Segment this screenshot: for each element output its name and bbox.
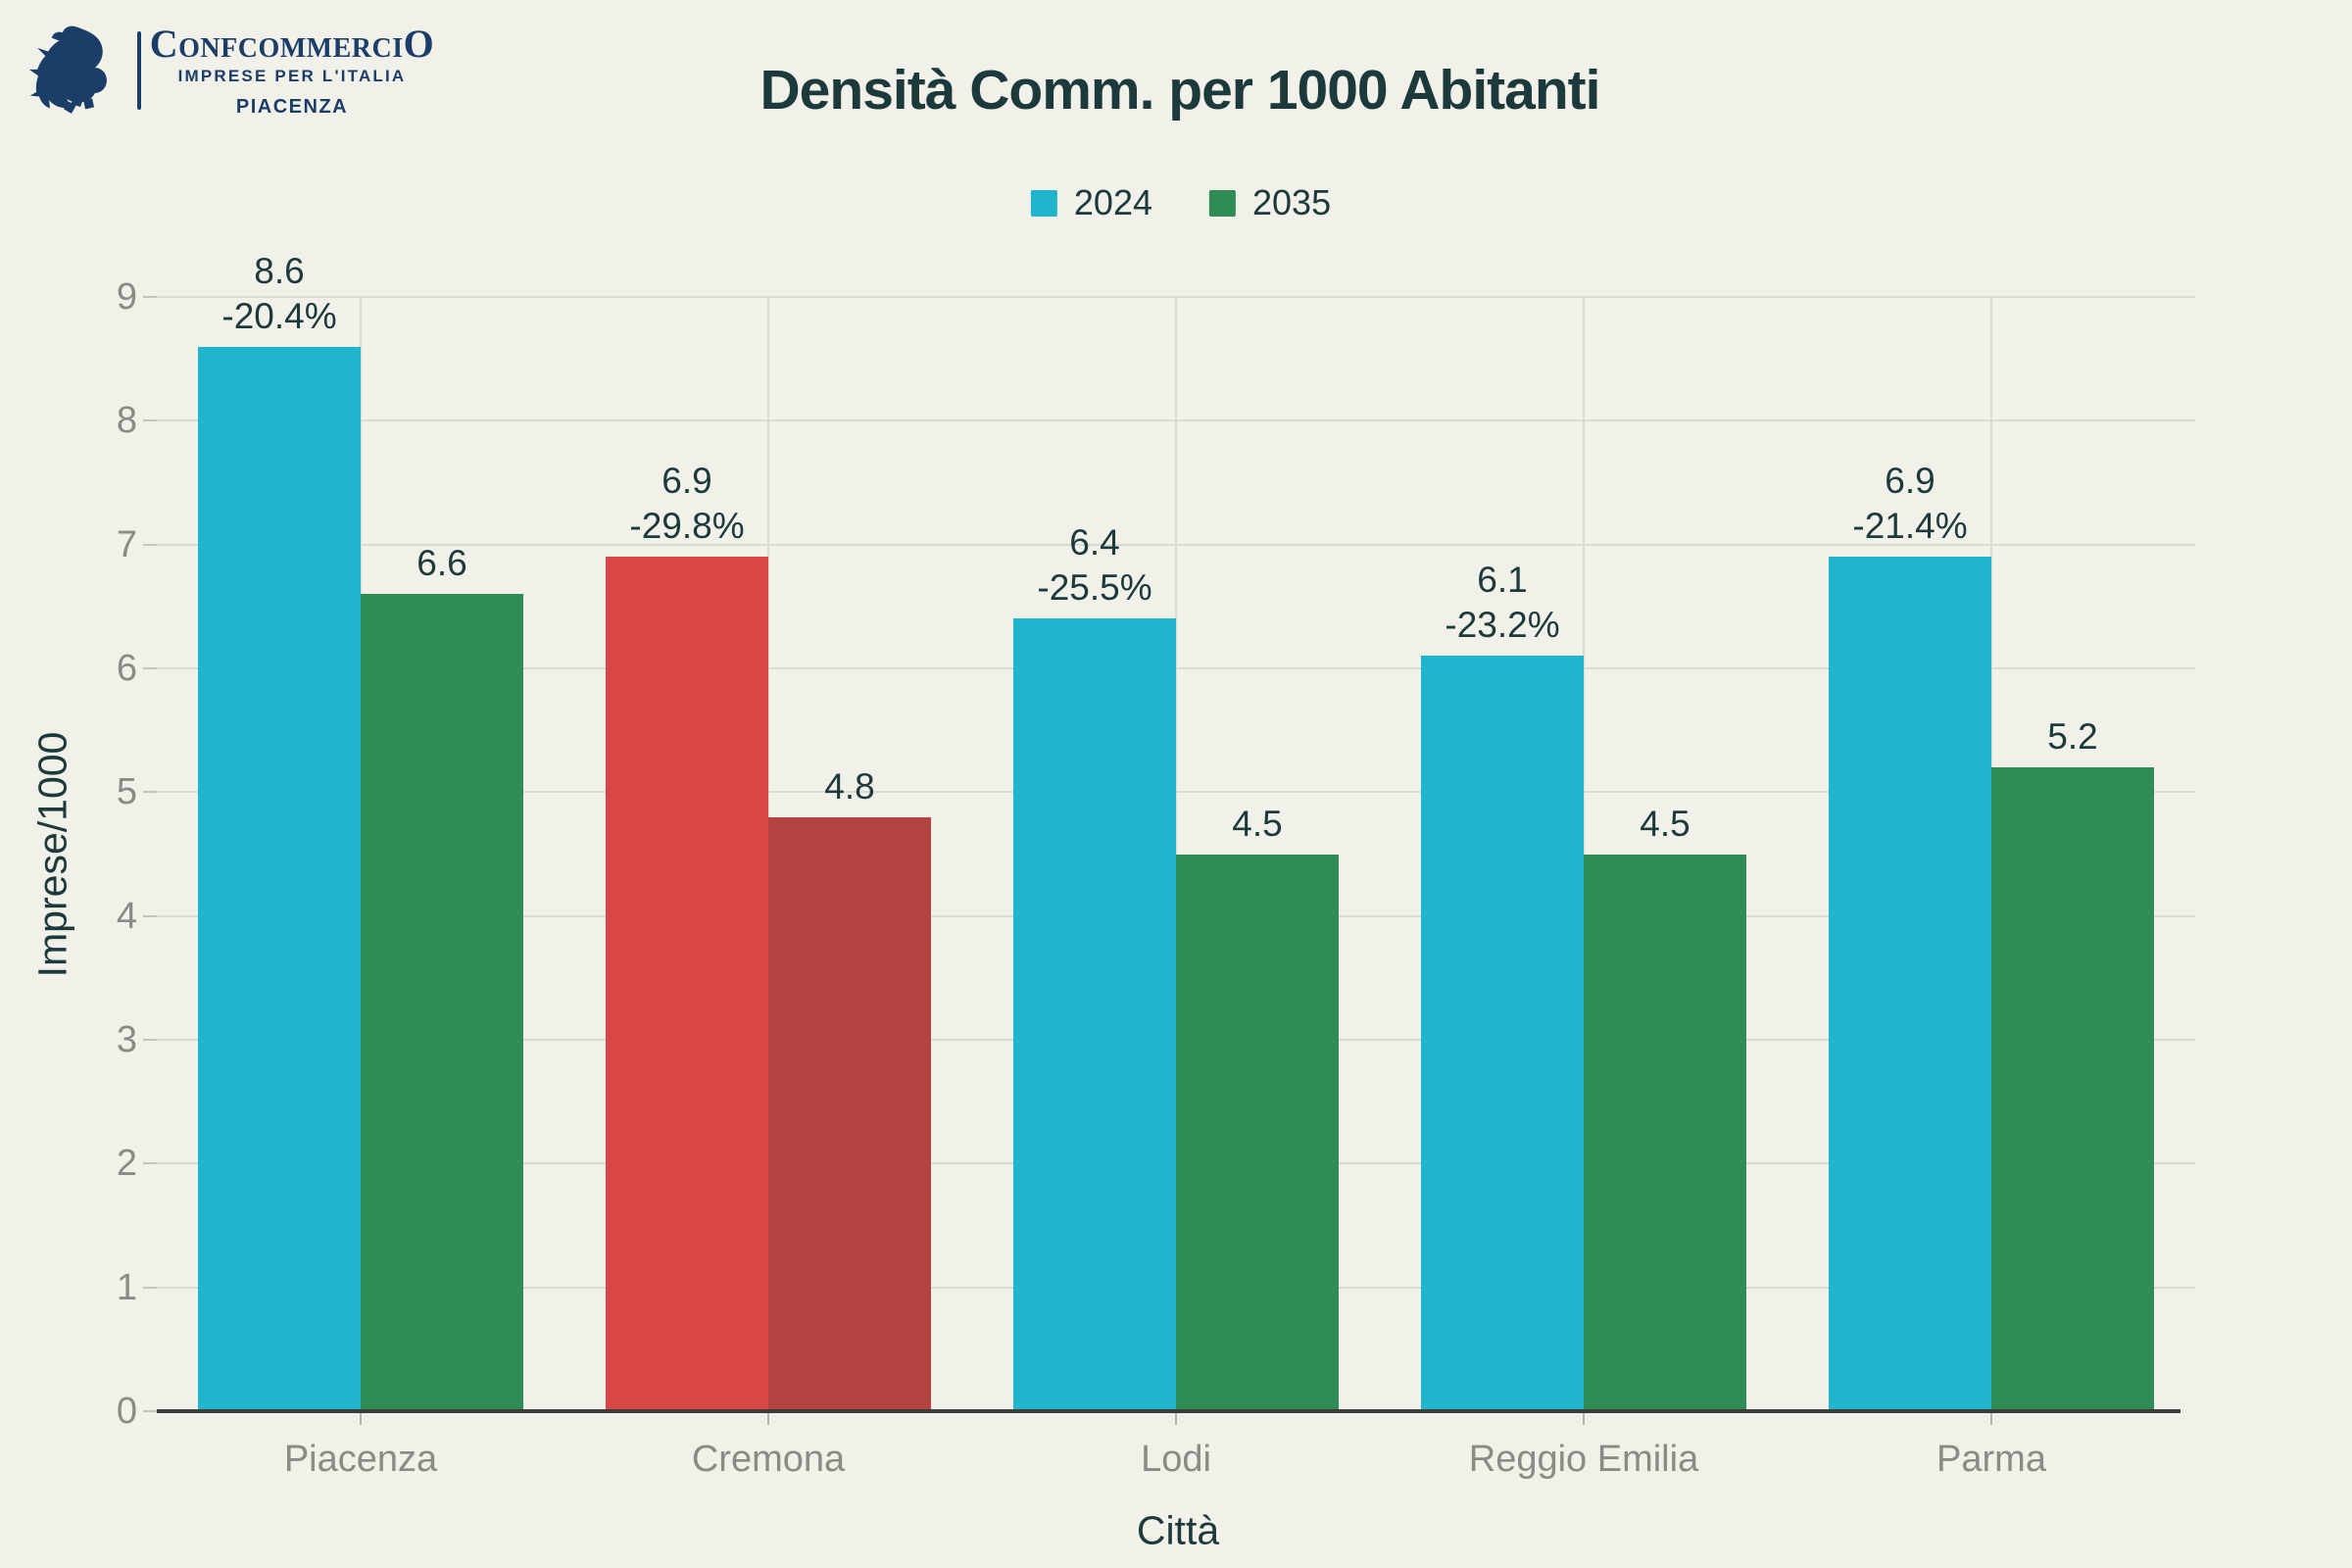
bar-2024-reggio-emilia [1421,656,1584,1411]
bar-value-label: 6.9 -29.8% [606,459,768,549]
y-tick-mark [143,543,157,546]
grid-line-y [147,296,2195,298]
bar-change-label: -29.8% [629,506,745,547]
bar-change-label: -23.2% [1445,605,1560,646]
bar-change-label: -20.4% [221,295,337,336]
x-category-label-parma: Parma [1936,1439,2046,1480]
x-axis-line [157,1409,2180,1413]
y-tick-label: 9 [116,276,137,318]
logo-divider [137,31,141,110]
grid-line-x [1175,297,1177,1411]
x-tick-mark [1175,1413,1177,1425]
y-tick-mark [143,419,157,422]
y-tick-label: 8 [116,400,137,442]
grid-line-y [147,419,2195,422]
bar-value-label: 8.6 -20.4% [198,249,361,339]
grid-line-y [147,1039,2195,1041]
bar-2035-parma [1991,767,2154,1411]
bar-value-label: 4.5 [1232,803,1283,844]
y-tick-label: 7 [116,523,137,565]
legend-item-2035: 2035 [1209,182,1331,223]
bar-2035-reggio-emilia [1584,854,1746,1411]
confcommercio-logo: ConfcommerciO IMPRESE PER L'ITALIA PIACE… [27,24,437,119]
chart-legend: 2024 2035 [1030,182,1331,223]
y-tick-label: 0 [116,1391,137,1432]
x-axis-title: Città [1136,1507,1220,1553]
legend-swatch [1209,189,1236,217]
y-tick-label: 2 [116,1143,137,1185]
bar-2024-lodi [1013,618,1176,1411]
y-tick-mark [143,1286,157,1289]
grid-line-x [360,297,362,1411]
bar-2035-piacenza [361,594,523,1411]
bar-value-label: 4.8 [824,765,875,807]
legend-item-2024: 2024 [1030,182,1152,223]
y-tick-mark [143,1039,157,1041]
x-category-label-piacenza: Piacenza [283,1439,438,1480]
logo-text: ConfcommerciO IMPRESE PER L'ITALIA PIACE… [147,24,437,119]
legend-label: 2024 [1073,182,1152,222]
x-tick-mark [1990,1413,1992,1425]
y-tick-mark [143,667,157,669]
grid-line-y [147,1286,2195,1289]
legend-swatch [1030,189,1057,217]
bar-2035-lodi [1176,854,1339,1411]
grid-line-y [147,914,2195,917]
x-tick-mark [360,1413,362,1425]
grid-line-y [147,667,2195,669]
x-tick-mark [767,1413,769,1425]
y-tick-mark [143,1162,157,1165]
y-tick-label: 6 [116,648,137,689]
chart-title: Densità Comm. per 1000 Abitanti [760,59,1601,122]
legend-label: 2035 [1252,182,1332,222]
bar-value-label: 6.4 -25.5% [1013,520,1176,611]
x-category-label-lodi: Lodi [1141,1439,1211,1480]
bar-2024-piacenza [198,346,361,1411]
eagle-icon [28,25,107,114]
logo-tagline: IMPRESE PER L'ITALIA [177,67,407,85]
y-tick-mark [143,914,157,917]
x-tick-mark [1583,1413,1585,1425]
bar-2024-cremona [606,557,768,1411]
y-tick-label: 3 [116,1019,137,1060]
bar-value-label: 6.1 -23.2% [1421,558,1584,648]
bar-change-label: -25.5% [1037,567,1152,609]
bar-2024-parma [1829,557,1991,1411]
grid-line-x [767,297,769,1411]
grid-line-y [147,791,2195,794]
grid-line-x [1583,297,1585,1411]
bar-value-label: 6.6 [416,543,467,584]
grid-line-y [147,543,2195,546]
y-axis-title: Imprese/1000 [29,731,75,978]
bar-change-label: -21.4% [1852,506,1968,547]
logo-brand: ConfcommerciO [149,22,435,66]
y-tick-label: 1 [116,1266,137,1308]
bar-value-label: 4.5 [1640,803,1690,844]
y-tick-mark [143,791,157,794]
x-category-label-cremona: Cremona [691,1439,846,1480]
logo-location: PIACENZA [235,96,349,118]
grid-line-x [1990,297,1992,1411]
x-category-label-reggio-emilia: Reggio Emilia [1468,1439,1699,1480]
grid-line-y [147,1162,2195,1165]
bar-value-label: 5.2 [2047,716,2098,758]
bar-2035-cremona [768,816,931,1411]
y-tick-mark [143,296,157,298]
bar-value-label: 6.9 -21.4% [1829,459,1991,549]
y-tick-mark [143,1410,157,1412]
